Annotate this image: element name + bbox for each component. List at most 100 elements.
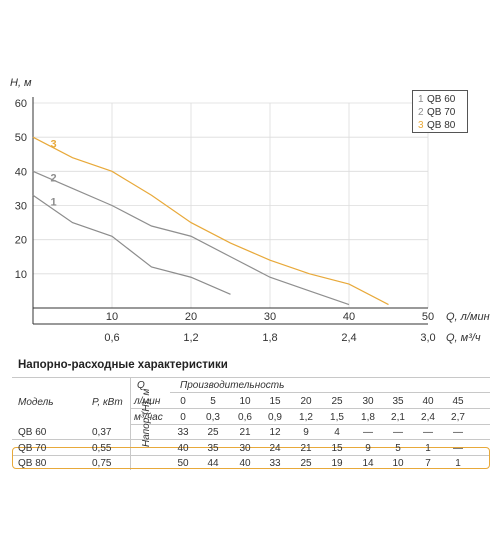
table-title: Напорно-расходные характеристики [18, 359, 228, 371]
m3h-value: 0,6 [238, 412, 252, 423]
x-tick-label: 20 [185, 311, 197, 323]
curve-label: 3 [50, 138, 56, 150]
m3h-value: 2,4 [421, 412, 435, 423]
table-divider [170, 392, 490, 393]
lmin-value: 15 [269, 396, 281, 407]
lmin-value: 30 [362, 396, 374, 407]
pressure-value: — [393, 427, 403, 438]
chart-legend: 1 QB 60 2 QB 70 3 QB 80 [412, 90, 468, 133]
head-q: Q [137, 380, 145, 391]
pressure-value: 21 [239, 427, 251, 438]
x2-tick-label: 3,0 [420, 332, 435, 344]
chart-series: 1 2 3 [32, 136, 389, 306]
pressure-value: — [363, 427, 373, 438]
x-tick-label: 50 [422, 311, 434, 323]
legend-item-qb70: 2 QB 70 [418, 106, 467, 119]
head-power: P, кВт [92, 397, 123, 408]
pressure-value: 50 [177, 458, 189, 469]
pressure-value: — [453, 442, 463, 454]
y-tick-label: 50 [15, 132, 27, 144]
series-line-qb60 [32, 194, 231, 295]
legend-num: 2 [418, 107, 424, 118]
m3h-value: 0 [180, 412, 186, 423]
legend-num: 3 [418, 120, 424, 131]
legend-label: QB 70 [427, 107, 456, 118]
lmin-value: 40 [422, 396, 434, 407]
curve-label: 1 [50, 196, 56, 208]
m3h-value: 1,2 [299, 412, 313, 423]
x2-tick-label: 2,4 [341, 332, 356, 344]
row-highlight-qb80 [12, 447, 490, 469]
row-power: 0,75 [92, 458, 112, 469]
head-pressure: Напор (Н), м [141, 388, 152, 447]
series-line-qb80 [32, 136, 389, 306]
m3h-value: 2,1 [391, 412, 405, 423]
legend-item-qb60: 1 QB 60 [418, 93, 467, 106]
pressure-value: 33 [177, 427, 189, 438]
pressure-value: 9 [365, 442, 371, 454]
pressure-value: 15 [331, 442, 343, 454]
pressure-value: 7 [425, 458, 431, 469]
row-model: QB 70 [18, 442, 47, 454]
legend-label: QB 60 [427, 94, 456, 105]
y-tick-label: 10 [15, 269, 27, 281]
lmin-value: 45 [452, 396, 464, 407]
pump-performance-chart: 10 20 30 40 50 60 10 20 30 40 50 0,6 1,2 1,8 2,4 3,0 H, … [10, 77, 490, 344]
table-divider [12, 377, 490, 378]
pressure-value: — [453, 427, 463, 438]
table-divider [12, 439, 490, 440]
pressure-value: 40 [239, 458, 251, 469]
legend-item-qb80: 3 QB 80 [418, 119, 467, 132]
pressure-value: 5 [395, 442, 401, 454]
y-tick-label: 30 [15, 201, 27, 213]
pressure-value: 19 [331, 458, 343, 469]
row-power: 0,55 [92, 442, 112, 454]
m3h-value: 1,8 [361, 412, 375, 423]
pressure-value: 44 [207, 458, 219, 469]
pressure-value: 12 [269, 427, 281, 438]
table-divider [12, 455, 490, 456]
x-tick-label: 10 [106, 311, 118, 323]
pressure-value: 10 [392, 458, 404, 469]
head-productivity: Производительность [180, 380, 285, 391]
lmin-value: 5 [210, 396, 216, 407]
lmin-value: 0 [180, 396, 186, 407]
pressure-value: 40 [177, 442, 189, 454]
table-divider [130, 408, 490, 409]
pressure-value: 30 [239, 442, 251, 454]
pressure-value: 24 [269, 442, 281, 454]
curve-label: 2 [50, 172, 56, 184]
y-tick-label: 40 [15, 166, 27, 178]
row-power: 0,37 [92, 427, 112, 438]
table-divider [130, 377, 131, 470]
pressure-value: 33 [269, 458, 281, 469]
chart-axes: 10 20 30 40 50 60 10 20 30 40 50 0,6 1,2 1,8 2,4 3,0 H, … [10, 77, 490, 344]
y-axis-label: H, м [10, 77, 32, 89]
pressure-value: 9 [303, 427, 309, 438]
row-model: QB 80 [18, 458, 47, 469]
y-tick-label: 20 [15, 235, 27, 247]
head-model: Модель [18, 397, 54, 408]
m3h-value: 0,9 [268, 412, 282, 423]
pressure-value: 1 [455, 458, 461, 469]
x-axis-label: Q, л/мин [446, 311, 490, 323]
pressure-value: 25 [300, 458, 312, 469]
pressure-value: 14 [362, 458, 374, 469]
pressure-value: 21 [300, 442, 312, 454]
table-divider [130, 424, 490, 425]
pressure-value: 35 [207, 442, 219, 454]
m3h-value: 1,5 [330, 412, 344, 423]
x-tick-label: 40 [343, 311, 355, 323]
head-m3h: м³/час [134, 412, 163, 423]
lmin-value: 20 [300, 396, 312, 407]
x2-tick-label: 1,2 [183, 332, 198, 344]
pressure-value: 1 [425, 442, 431, 454]
lmin-value: 25 [331, 396, 343, 407]
legend-num: 1 [418, 94, 424, 105]
m3h-value: 0,3 [206, 412, 220, 423]
pressure-value: — [423, 427, 433, 438]
pressure-value: 4 [334, 427, 340, 438]
legend-label: QB 80 [427, 120, 456, 131]
row-model: QB 60 [18, 427, 47, 438]
lmin-value: 10 [239, 396, 251, 407]
